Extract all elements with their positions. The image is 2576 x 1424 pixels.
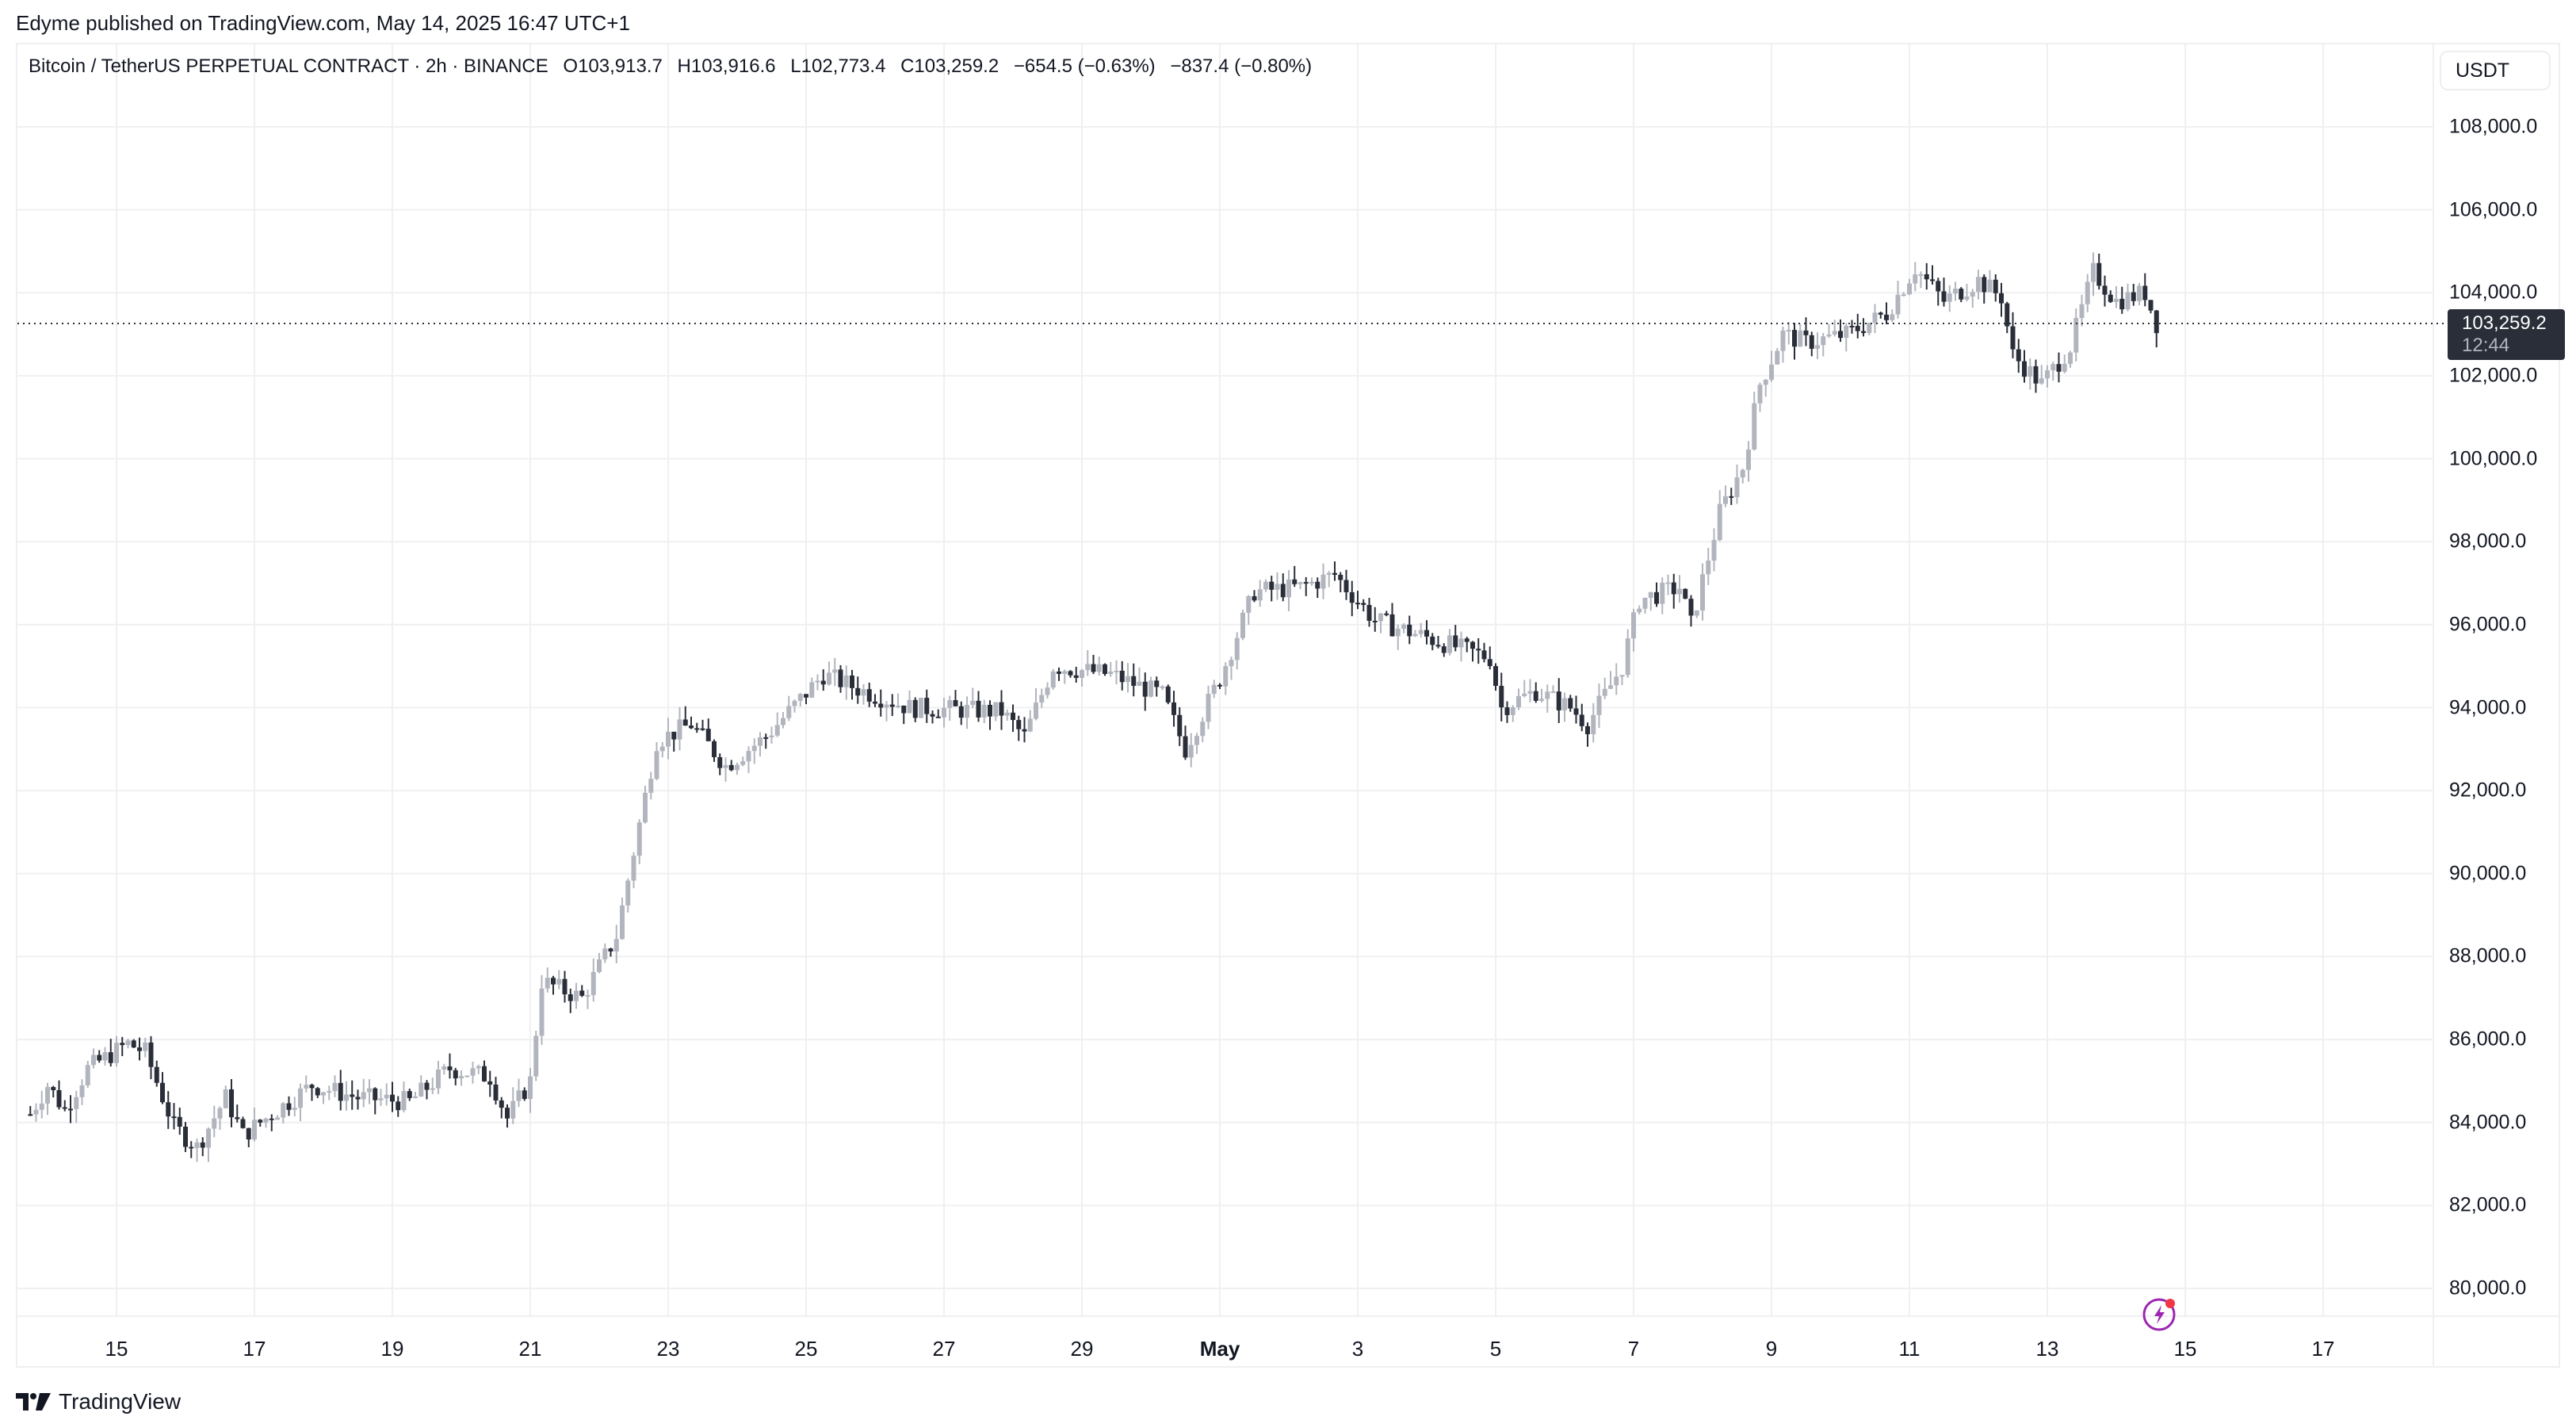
time-tick-label: 21: [518, 1337, 542, 1361]
ohlc-low: L102,773.4: [790, 56, 886, 77]
price-tick-label: 82,000.0: [2449, 1193, 2527, 1216]
publisher-line: Edyme published on TradingView.com, May …: [16, 11, 630, 35]
currency-button[interactable]: USDT: [2440, 51, 2551, 90]
ohlc-close: C103,259.2: [900, 56, 999, 77]
price-tick-label: 86,000.0: [2449, 1028, 2527, 1051]
price-tick-label: 90,000.0: [2449, 862, 2527, 885]
price-tick-label: 92,000.0: [2449, 779, 2527, 802]
time-tick-label: 29: [1070, 1337, 1094, 1361]
time-tick-label: 9: [1765, 1337, 1778, 1361]
time-tick-label: 25: [794, 1337, 818, 1361]
ohlc-open: O103,913.7: [563, 56, 663, 77]
price-tick-label: 102,000.0: [2449, 364, 2538, 387]
price-tick-label: 80,000.0: [2449, 1277, 2527, 1300]
time-tick-label: 11: [1898, 1337, 1921, 1361]
symbol-title[interactable]: Bitcoin / TetherUS PERPETUAL CONTRACT · …: [29, 56, 548, 77]
tradingview-logo-icon: [16, 1393, 51, 1411]
time-tick-label: 15: [105, 1337, 128, 1361]
time-tick-label: 17: [243, 1337, 266, 1361]
chart-frame[interactable]: [16, 43, 2560, 1368]
symbol-legend: Bitcoin / TetherUS PERPETUAL CONTRACT · …: [29, 56, 1321, 78]
time-tick-label: May: [1199, 1337, 1240, 1361]
time-tick-label: 27: [932, 1337, 956, 1361]
tradingview-footer[interactable]: TradingView: [16, 1389, 181, 1414]
time-tick-label: 19: [380, 1337, 404, 1361]
ohlc-high: H103,916.6: [677, 56, 776, 77]
price-tick-label: 88,000.0: [2449, 944, 2527, 967]
time-tick-label: 13: [2035, 1337, 2059, 1361]
time-tick-label: 7: [1627, 1337, 1640, 1361]
price-tick-label: 106,000.0: [2449, 198, 2538, 221]
flash-icon[interactable]: [2140, 1294, 2180, 1338]
price-tick-label: 104,000.0: [2449, 281, 2538, 304]
bar-countdown: 12:44: [2462, 335, 2510, 356]
price-tick-label: 94,000.0: [2449, 696, 2527, 718]
time-tick-label: 5: [1489, 1337, 1502, 1361]
price-tick-label: 84,000.0: [2449, 1111, 2527, 1134]
time-tick-label: 23: [656, 1337, 680, 1361]
time-tick-label: 15: [2173, 1337, 2197, 1361]
time-tick-label: 3: [1351, 1337, 1364, 1361]
price-tick-label: 100,000.0: [2449, 447, 2538, 470]
time-tick-label: 17: [2311, 1337, 2335, 1361]
price-tick-label: 108,000.0: [2449, 115, 2538, 138]
change-value-2: −837.4 (−0.80%): [1170, 56, 1313, 77]
price-tick-label: 96,000.0: [2449, 613, 2527, 636]
tradingview-brand: TradingView: [59, 1389, 182, 1414]
last-price-value: 103,259.2: [2462, 312, 2547, 334]
price-tick-label: 98,000.0: [2449, 530, 2527, 553]
last-price-badge: 103,259.2 12:44: [2448, 309, 2565, 360]
change-value: −654.5 (−0.63%): [1013, 56, 1156, 77]
